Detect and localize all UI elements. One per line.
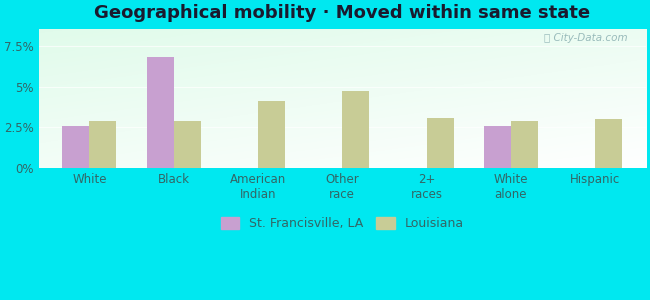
- Text: ⓘ City-Data.com: ⓘ City-Data.com: [544, 34, 628, 44]
- Bar: [174, 121, 201, 168]
- Title: Geographical mobility · Moved within same state: Geographical mobility · Moved within sam…: [94, 4, 590, 22]
- Bar: [89, 121, 116, 168]
- Bar: [426, 118, 454, 168]
- Bar: [258, 101, 285, 168]
- Bar: [595, 119, 622, 168]
- Legend: St. Francisville, LA, Louisiana: St. Francisville, LA, Louisiana: [217, 214, 468, 234]
- Bar: [343, 92, 369, 168]
- Bar: [62, 126, 89, 168]
- Bar: [147, 57, 174, 168]
- Bar: [511, 121, 538, 168]
- Bar: [484, 126, 511, 168]
